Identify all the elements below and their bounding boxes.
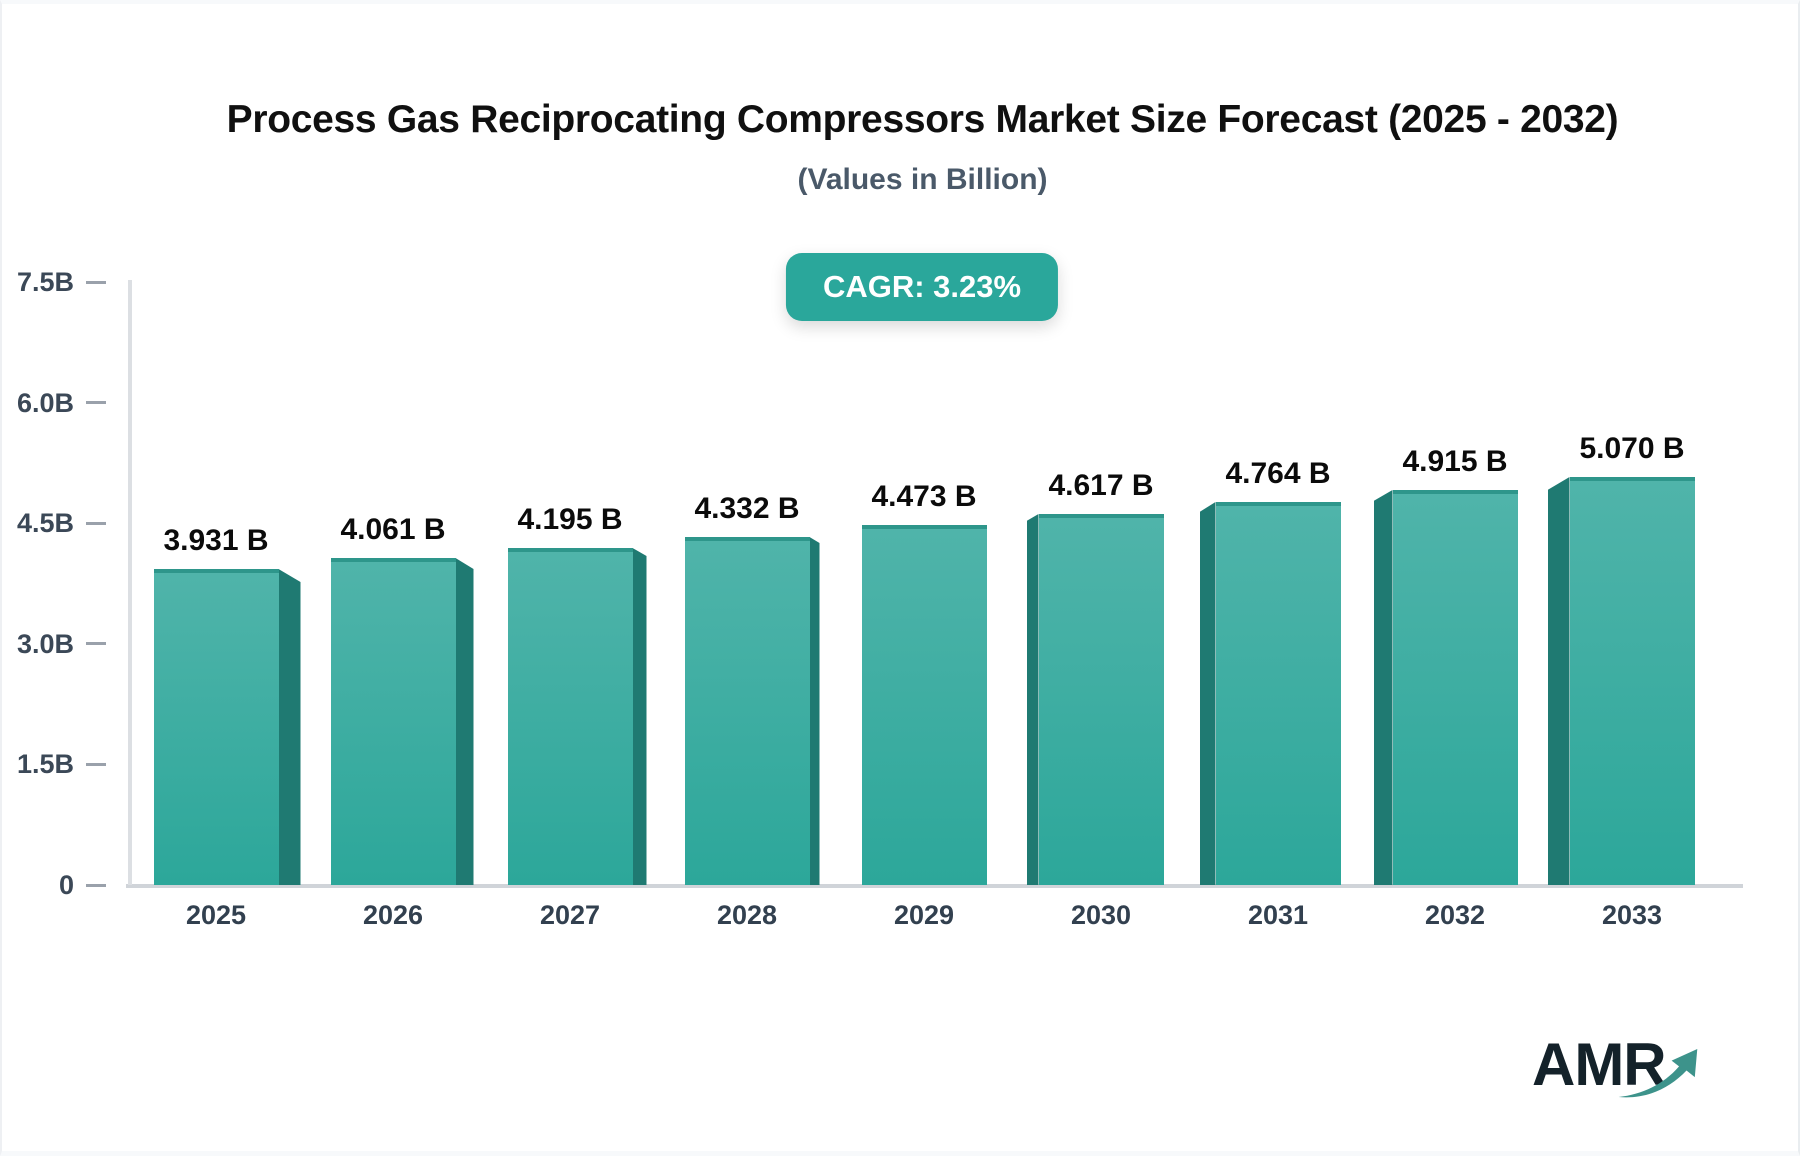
- bar-2027: [507, 548, 647, 885]
- y-tick-dash: [86, 401, 106, 405]
- bar-face: [1215, 502, 1341, 885]
- y-tick-dash: [86, 521, 106, 525]
- x-tick-label-2026: 2026: [362, 900, 424, 930]
- bar-2033: [1547, 477, 1695, 885]
- y-axis-line: [128, 280, 132, 885]
- x-tick-label-2027: 2027: [539, 900, 601, 930]
- y-tick-dash: [86, 280, 106, 284]
- x-tick-label-2032: 2032: [1424, 900, 1486, 930]
- bar-face: [1569, 477, 1695, 885]
- bar-face: [1038, 514, 1164, 885]
- x-tick-label-2033: 2033: [1601, 900, 1663, 930]
- x-tick-label-2029: 2029: [893, 900, 955, 930]
- amr-logo-text: AMR: [1532, 1031, 1667, 1098]
- chart-subtitle: (Values in Billion): [797, 163, 1048, 196]
- bar-side-shadow: [809, 537, 820, 885]
- bar-side-shadow: [1199, 502, 1216, 885]
- bar-face: [684, 537, 810, 885]
- x-tick-label-2031: 2031: [1247, 900, 1309, 930]
- bar-side-shadow: [278, 569, 301, 885]
- bar-side-shadow: [1026, 514, 1039, 885]
- bar-value-label: 4.195 B: [517, 503, 623, 536]
- bar-face: [330, 558, 456, 885]
- bar-side-shadow: [1547, 477, 1570, 885]
- bar-value-label: 4.332 B: [694, 492, 800, 525]
- y-tick-label: 4.5B: [16, 508, 74, 539]
- bar-face: [507, 548, 633, 885]
- bar-face: [1392, 490, 1518, 885]
- bar-side-shadow: [455, 558, 474, 885]
- bar-side-shadow: [1373, 490, 1393, 885]
- bar-2026: [330, 558, 474, 885]
- x-axis-line: [126, 884, 1743, 888]
- bar-value-label: 4.473 B: [871, 480, 977, 513]
- cagr-badge: CAGR: 3.23%: [785, 253, 1059, 321]
- trend-arrow-icon: [1618, 1048, 1698, 1098]
- y-tick-label: 7.5B: [16, 267, 74, 297]
- bar-2032: [1373, 490, 1518, 885]
- bar-face: [153, 569, 279, 885]
- bar-2031: [1199, 502, 1341, 885]
- bar-value-label: 3.931 B: [163, 524, 269, 557]
- y-tick-label: 3.0B: [16, 628, 74, 659]
- x-tick-label-2025: 2025: [185, 900, 247, 930]
- bar-2029: [861, 525, 987, 885]
- bar-side-shadow: [632, 548, 647, 885]
- amr-logo: AMR: [1532, 1030, 1732, 1110]
- chart-title: Process Gas Reciprocating Compressors Ma…: [226, 98, 1619, 141]
- x-tick-label-2028: 2028: [716, 900, 778, 930]
- x-tick-label-2030: 2030: [1070, 900, 1132, 930]
- bar-2030: [1026, 514, 1164, 885]
- y-tick-dash: [86, 642, 106, 646]
- bar-value-label: 5.070 B: [1579, 432, 1685, 465]
- y-tick-dash: [86, 883, 106, 887]
- y-tick-label: 6.0B: [16, 387, 74, 418]
- bar-value-label: 4.617 B: [1048, 469, 1154, 502]
- y-tick-label: 0: [58, 870, 74, 900]
- bar-value-label: 4.764 B: [1225, 457, 1331, 490]
- bar-value-label: 4.915 B: [1402, 445, 1508, 478]
- bar-2025: [153, 569, 301, 885]
- bar-value-label: 4.061 B: [340, 513, 446, 546]
- y-tick-dash: [86, 762, 106, 766]
- bar-2028: [684, 537, 820, 885]
- bar-face: [861, 525, 987, 885]
- y-tick-label: 1.5B: [16, 749, 74, 780]
